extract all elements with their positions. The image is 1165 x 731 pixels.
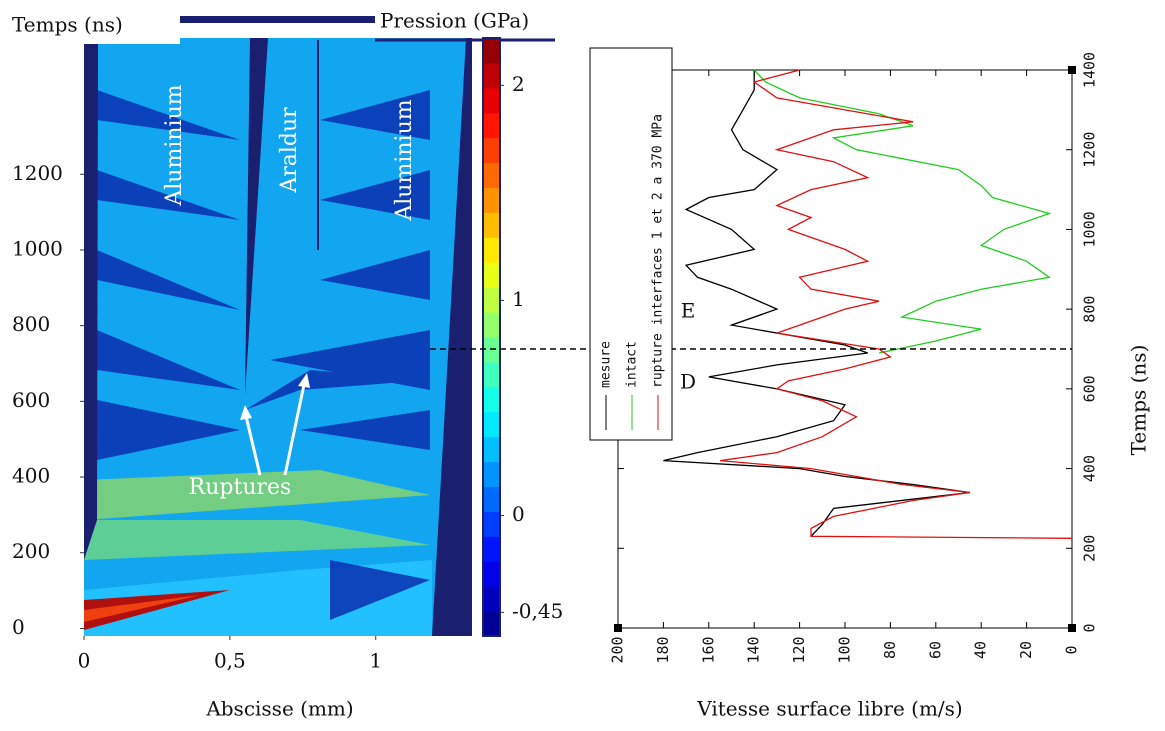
y-tick-label: 600 xyxy=(12,388,50,412)
y-tick-label: 600 xyxy=(1081,375,1099,402)
series-line xyxy=(720,69,1073,539)
colorbar-band xyxy=(483,561,500,587)
annotation: D xyxy=(680,370,696,394)
y-tick-label: 0 xyxy=(1081,623,1099,632)
colorbar-band xyxy=(483,461,500,487)
colorbar-band xyxy=(483,187,500,213)
y-tick-label: 1000 xyxy=(12,236,63,260)
colorbar-band xyxy=(483,536,500,562)
x-tick-label: 0,5 xyxy=(214,649,246,673)
y-tick-label: 400 xyxy=(1081,455,1099,482)
annotation: Aluminium xyxy=(162,84,187,206)
x-tick-label: 0 xyxy=(1063,645,1081,654)
legend-label: rupture interfaces 1 et 2 a 370 MPa xyxy=(651,114,666,388)
colorbar-tick-label: -0,45 xyxy=(512,599,563,623)
colorbar-band xyxy=(483,112,500,139)
colorbar-band xyxy=(483,162,500,188)
colorbar-band xyxy=(483,262,500,288)
colorbar-band xyxy=(483,361,500,388)
chart-right: 200 180 160 140 120 100 80 60 40 20 00200400600800… xyxy=(430,47,1151,721)
x-tick-label: 160 xyxy=(699,636,717,663)
pressure-field xyxy=(84,38,472,636)
colorbar-band xyxy=(483,62,500,89)
x-tick-label: 60 xyxy=(926,641,944,659)
colorbar-band xyxy=(483,436,500,463)
colorbar-tick-label: 1 xyxy=(512,287,525,311)
arrow xyxy=(243,411,262,476)
header-bar xyxy=(180,16,375,23)
x-tick-label: 40 xyxy=(972,641,990,659)
x-tick-label: 20 xyxy=(1017,641,1035,659)
x-tick-label: 180 xyxy=(654,636,672,663)
y-tick-label: 400 xyxy=(12,464,50,488)
y-tick-label: 1200 xyxy=(12,161,63,185)
colorbar-band xyxy=(483,411,500,438)
colorbar-tick-label: 2 xyxy=(512,72,525,96)
series-line xyxy=(753,69,1052,354)
colorbar-band xyxy=(483,38,500,64)
x-tick-label: 120 xyxy=(790,636,808,663)
series-line xyxy=(663,70,970,537)
colorbar-title: Pression (GPa) xyxy=(380,9,529,33)
y-tick-label: 0 xyxy=(12,615,25,639)
x-tick-label: 0 xyxy=(78,649,91,673)
arrow xyxy=(283,379,307,476)
x-tick-label: 100 xyxy=(836,636,854,663)
x-tick-label: 1 xyxy=(369,649,382,673)
colorbar-band xyxy=(483,237,500,263)
y-tick-label: 1000 xyxy=(1081,211,1099,247)
y-tick-label: 800 xyxy=(12,312,50,336)
colorbar-band xyxy=(483,386,500,413)
annotation: Aluminium xyxy=(392,99,417,221)
colorbar-tick-label: 0 xyxy=(512,502,525,526)
y-tick-label: 200 xyxy=(12,539,50,563)
colorbar-frame xyxy=(482,37,501,637)
legend-box xyxy=(589,47,673,441)
colorbar-band xyxy=(483,486,500,512)
colorbar-band xyxy=(483,87,500,114)
y-tick-label: 1400 xyxy=(1081,52,1099,88)
chart-left: Temps (ns)Abscisse (mm)02004006008001000… xyxy=(12,9,563,721)
colorbar-band xyxy=(483,611,500,637)
colorbar-band xyxy=(483,511,500,537)
annotation: Ruptures xyxy=(189,475,292,500)
y-axis-title: Temps (ns) xyxy=(12,13,123,37)
legend-label: mesure xyxy=(599,341,614,388)
y-tick-label: 1200 xyxy=(1081,132,1099,168)
colorbar-band xyxy=(483,212,500,238)
colorbar-band xyxy=(483,287,500,313)
y-tick-label: 200 xyxy=(1081,535,1099,562)
x-axis-title: Abscisse (mm) xyxy=(205,697,353,721)
y-tick-label: 800 xyxy=(1081,296,1099,323)
x-tick-label: 140 xyxy=(745,636,763,663)
y-axis-title: Temps (ns) xyxy=(1127,345,1151,456)
legend-label: intact xyxy=(625,341,640,388)
colorbar-band xyxy=(483,586,500,612)
colorbar-band xyxy=(483,312,500,338)
x-tick-label: 80 xyxy=(881,641,899,659)
annotation: E xyxy=(681,299,696,323)
annotation: Araldur xyxy=(277,107,302,194)
colorbar-band xyxy=(483,137,500,164)
x-axis-title: Vitesse surface libre (m/s) xyxy=(696,697,962,721)
x-tick-label: 200 xyxy=(609,636,627,663)
